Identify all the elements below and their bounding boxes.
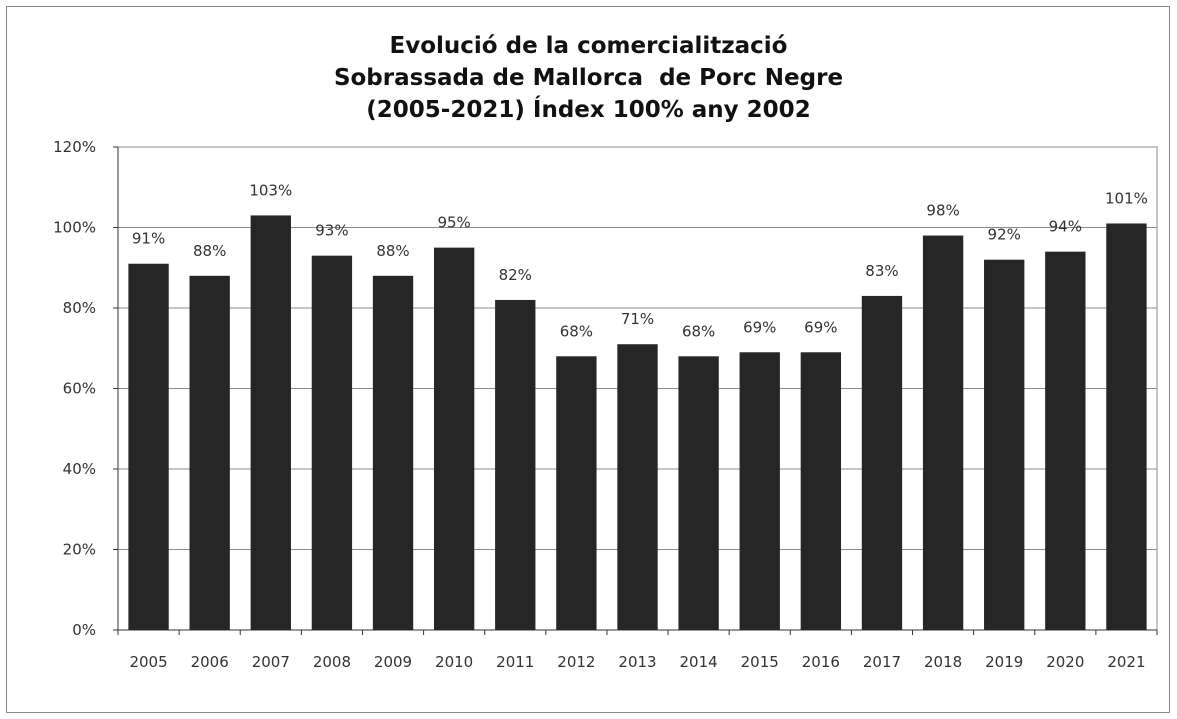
bar-2015 <box>739 352 780 630</box>
x-tick-label-2008: 2008 <box>313 653 351 671</box>
x-tick-label-2013: 2013 <box>618 653 656 671</box>
bar-2016 <box>800 352 842 630</box>
bar-2006 <box>189 275 230 630</box>
data-label-2009: 88% <box>376 242 409 260</box>
x-tick-label-2009: 2009 <box>374 653 412 671</box>
x-tick-label-2017: 2017 <box>863 653 901 671</box>
x-tick-label-2021: 2021 <box>1107 653 1145 671</box>
bar-2018 <box>922 235 964 631</box>
x-tick-label-2012: 2012 <box>557 653 595 671</box>
data-label-2018: 98% <box>926 202 959 220</box>
chart-title-line-1: Evolució de la comercialització <box>389 33 788 59</box>
x-tick-label-2007: 2007 <box>252 653 290 671</box>
data-label-2017: 83% <box>865 262 898 280</box>
bar-2014 <box>678 356 719 630</box>
x-tick-label-2015: 2015 <box>741 653 779 671</box>
data-label-2016: 69% <box>804 318 837 336</box>
x-tick-label-2018: 2018 <box>924 653 962 671</box>
bar-2005 <box>128 263 169 630</box>
bar-2007 <box>250 215 291 631</box>
x-tick-label-2020: 2020 <box>1046 653 1084 671</box>
data-label-2021: 101% <box>1105 189 1148 207</box>
bar-2011 <box>495 299 536 630</box>
x-tick-label-2019: 2019 <box>985 653 1023 671</box>
data-label-2011: 82% <box>499 266 532 284</box>
data-label-2006: 88% <box>193 242 226 260</box>
bar-2013 <box>617 344 658 630</box>
x-tick-label-2014: 2014 <box>680 653 718 671</box>
data-label-2005: 91% <box>132 230 165 248</box>
y-tick-label: 20% <box>63 541 96 559</box>
y-tick-label: 0% <box>72 621 96 639</box>
data-label-2019: 92% <box>988 226 1021 244</box>
y-tick-label: 60% <box>63 380 96 398</box>
bar-2009 <box>372 275 414 630</box>
y-tick-label: 100% <box>53 219 96 237</box>
chart-title-line-2: Sobrassada de Mallorca de Porc Negre <box>333 65 844 91</box>
y-tick-label: 40% <box>63 460 96 478</box>
bar-2008 <box>311 255 353 631</box>
bar-2017 <box>861 295 903 630</box>
data-label-2012: 68% <box>560 322 593 340</box>
data-label-2008: 93% <box>315 222 348 240</box>
chart-title: Evolució de la comercialització Sobrassa… <box>0 30 1177 126</box>
y-tick-label: 80% <box>63 299 96 317</box>
y-tick-label: 120% <box>53 138 96 156</box>
chart-title-line-3: (2005-2021) Índex 100% any 2002 <box>366 97 811 123</box>
bar-2021 <box>1106 223 1147 630</box>
x-tick-label-2006: 2006 <box>191 653 229 671</box>
bar-2010 <box>433 247 475 630</box>
bar-2020 <box>1045 251 1086 630</box>
data-label-2013: 71% <box>621 310 654 328</box>
x-tick-label-2016: 2016 <box>802 653 840 671</box>
data-label-2007: 103% <box>249 181 292 199</box>
data-label-2014: 68% <box>682 322 715 340</box>
data-label-2020: 94% <box>1049 218 1082 236</box>
x-tick-label-2011: 2011 <box>496 653 534 671</box>
bar-2019 <box>984 259 1025 630</box>
data-label-2015: 69% <box>743 318 776 336</box>
data-label-2010: 95% <box>437 214 470 232</box>
bar-2012 <box>556 356 597 630</box>
x-tick-label-2005: 2005 <box>129 653 167 671</box>
x-tick-label-2010: 2010 <box>435 653 473 671</box>
